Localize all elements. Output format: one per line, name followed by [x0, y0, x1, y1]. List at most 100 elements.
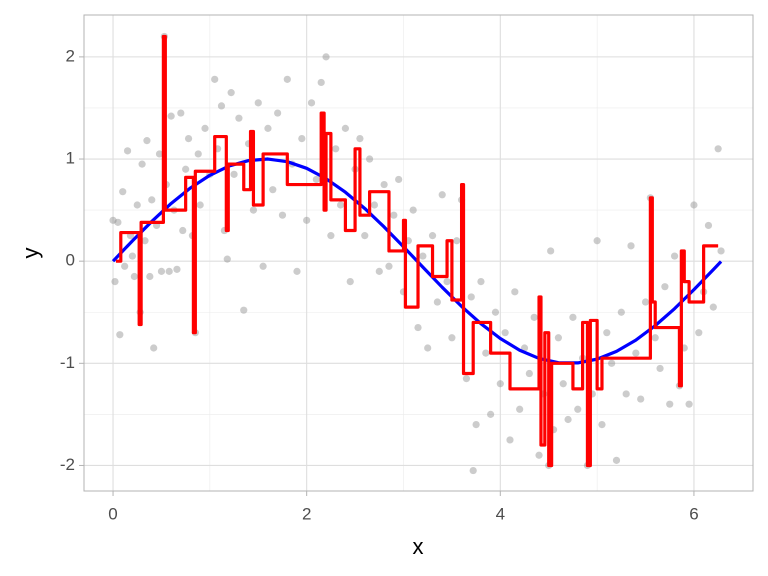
point [424, 344, 432, 352]
point [201, 124, 209, 132]
point [119, 188, 127, 196]
point [274, 109, 282, 117]
y-tick-label: 0 [66, 251, 75, 270]
point [143, 137, 151, 145]
point [177, 109, 185, 117]
point [612, 456, 621, 464]
x-tick-label: 2 [302, 504, 311, 523]
y-tick-label: -2 [60, 455, 75, 474]
point [155, 150, 164, 158]
point [656, 364, 664, 373]
point [312, 175, 320, 184]
point [157, 267, 166, 275]
point [264, 124, 272, 132]
point [622, 390, 630, 398]
panel-border [83, 14, 754, 492]
point [501, 329, 509, 337]
point [598, 421, 606, 429]
point [227, 89, 235, 97]
point [448, 334, 456, 342]
point [327, 232, 335, 240]
line [115, 34, 719, 468]
point [254, 99, 262, 107]
point [165, 267, 173, 275]
point [182, 165, 190, 173]
point [332, 145, 340, 153]
point [632, 349, 640, 357]
point [651, 334, 659, 342]
point [356, 134, 364, 143]
point [223, 255, 231, 263]
point [717, 247, 725, 255]
point [146, 272, 154, 281]
point [487, 410, 495, 418]
point [385, 262, 393, 270]
point [184, 134, 193, 143]
point [627, 242, 635, 250]
point [506, 436, 514, 444]
point [670, 252, 679, 260]
point [138, 160, 146, 168]
point [564, 415, 572, 424]
point [336, 201, 345, 209]
point [361, 232, 369, 240]
point [130, 272, 138, 281]
point [637, 395, 645, 403]
x-tick-label: 6 [689, 504, 698, 523]
point [217, 102, 226, 110]
point [240, 306, 248, 314]
point [554, 334, 562, 342]
y-tick-label: 1 [66, 149, 75, 168]
y-axis-title: y [18, 248, 43, 259]
point [511, 288, 519, 296]
point [390, 211, 398, 219]
point [375, 267, 383, 275]
point [293, 267, 301, 275]
y-tick-label: 2 [66, 46, 75, 65]
point [366, 155, 374, 163]
point [128, 252, 137, 260]
point [603, 329, 611, 337]
point [249, 206, 258, 214]
x-axis-title: x [413, 534, 424, 559]
point [109, 216, 117, 224]
point [409, 206, 417, 214]
point [230, 170, 238, 178]
point [477, 278, 485, 286]
point [414, 323, 422, 332]
point [608, 359, 616, 367]
point [194, 150, 202, 158]
point [695, 329, 703, 337]
point [525, 369, 533, 378]
point [482, 349, 490, 357]
point [714, 145, 722, 153]
point [428, 232, 437, 240]
point [179, 226, 187, 235]
point [259, 262, 267, 270]
point [704, 221, 713, 230]
point [559, 380, 567, 388]
point [419, 252, 427, 260]
point [370, 201, 379, 209]
point [283, 75, 291, 83]
point [211, 75, 219, 83]
point [453, 237, 461, 245]
point [303, 216, 311, 224]
point [269, 186, 277, 194]
point [114, 218, 122, 226]
point [491, 308, 500, 316]
y-tick-label: -1 [60, 353, 75, 372]
point [235, 114, 243, 122]
point [462, 375, 471, 383]
point [438, 191, 446, 199]
point [685, 400, 693, 408]
point [593, 237, 601, 245]
point [196, 201, 204, 209]
point [148, 196, 156, 204]
point [574, 405, 582, 413]
point [150, 344, 158, 352]
point [516, 405, 524, 413]
line [111, 157, 723, 365]
point [133, 201, 141, 209]
